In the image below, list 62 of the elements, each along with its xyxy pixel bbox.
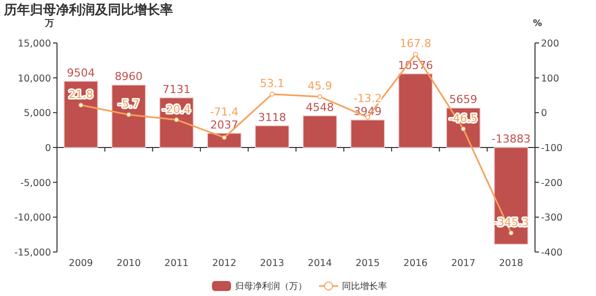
data-label: 4548 — [306, 100, 334, 114]
data-label: -13883 — [492, 132, 531, 146]
legend-label: 同比增长率 — [342, 281, 387, 292]
bar — [207, 132, 242, 148]
data-label: 9504 — [66, 66, 95, 80]
data-label: 45.9 — [308, 80, 332, 93]
data-label: 2037 — [210, 118, 238, 132]
bar — [302, 115, 338, 148]
y-tick-label: 0 — [44, 143, 51, 154]
point — [222, 135, 227, 140]
data-label: 7131 — [162, 82, 190, 96]
y2-tick-label: 100 — [541, 73, 560, 84]
data-label: 5659 — [449, 93, 478, 106]
point — [174, 117, 179, 122]
data-label: -5.7 — [118, 98, 140, 111]
y2-tick-label: -100 — [541, 143, 563, 154]
x-tick-label: 2010 — [116, 258, 141, 269]
chart-title: 历年归母净利润及同比增长率 — [3, 2, 173, 18]
y-tick-label: 10,000 — [18, 73, 51, 84]
x-tick-label: 2014 — [308, 258, 332, 269]
point — [413, 52, 418, 57]
bar — [494, 147, 528, 245]
point — [460, 126, 466, 132]
bar — [398, 73, 433, 148]
data-label: -71.4 — [210, 105, 239, 118]
x-tick-label: 2011 — [164, 258, 189, 269]
x-tick-label: 2017 — [451, 258, 476, 269]
data-label: -20.4 — [162, 102, 191, 116]
x-tick-label: 2018 — [499, 258, 524, 269]
y-tick-label: 5,000 — [24, 108, 51, 120]
y2-tick-label: -300 — [541, 212, 563, 224]
x-tick-label: 2012 — [212, 258, 236, 269]
y-axis-title: 万 — [44, 19, 54, 29]
y2-tick-label: 0 — [541, 108, 548, 120]
data-label: 3118 — [258, 110, 286, 124]
y2-tick-label: -200 — [541, 178, 563, 189]
data-label: 21.8 — [68, 88, 94, 102]
bar — [64, 80, 98, 148]
x-tick-label: 2009 — [68, 258, 93, 269]
x-tick-label: 2013 — [260, 258, 284, 269]
y2-axis-title: % — [533, 19, 542, 29]
data-label: -13.2 — [353, 92, 382, 105]
data-label: 167.8 — [400, 37, 432, 50]
y-tick-label: -10,000 — [14, 212, 51, 224]
bar — [112, 84, 146, 148]
y2-tick-label: 200 — [541, 38, 560, 50]
bar — [254, 125, 290, 148]
data-label: 53.1 — [260, 77, 284, 90]
point — [78, 102, 84, 108]
x-tick-label: 2015 — [356, 258, 380, 269]
y-tick-label: -5,000 — [20, 178, 51, 189]
point — [318, 94, 322, 100]
data-label: 8960 — [114, 70, 143, 84]
y2-tick-label: -400 — [541, 248, 563, 258]
y-tick-label: -15,000 — [14, 248, 51, 258]
y-tick-label: 15,000 — [18, 38, 51, 50]
bar — [350, 120, 385, 148]
legend-label: 归母净利润（万） — [235, 281, 307, 292]
point — [508, 230, 514, 236]
point — [126, 112, 132, 118]
x-tick-label: 2016 — [403, 258, 428, 269]
point — [270, 92, 274, 97]
